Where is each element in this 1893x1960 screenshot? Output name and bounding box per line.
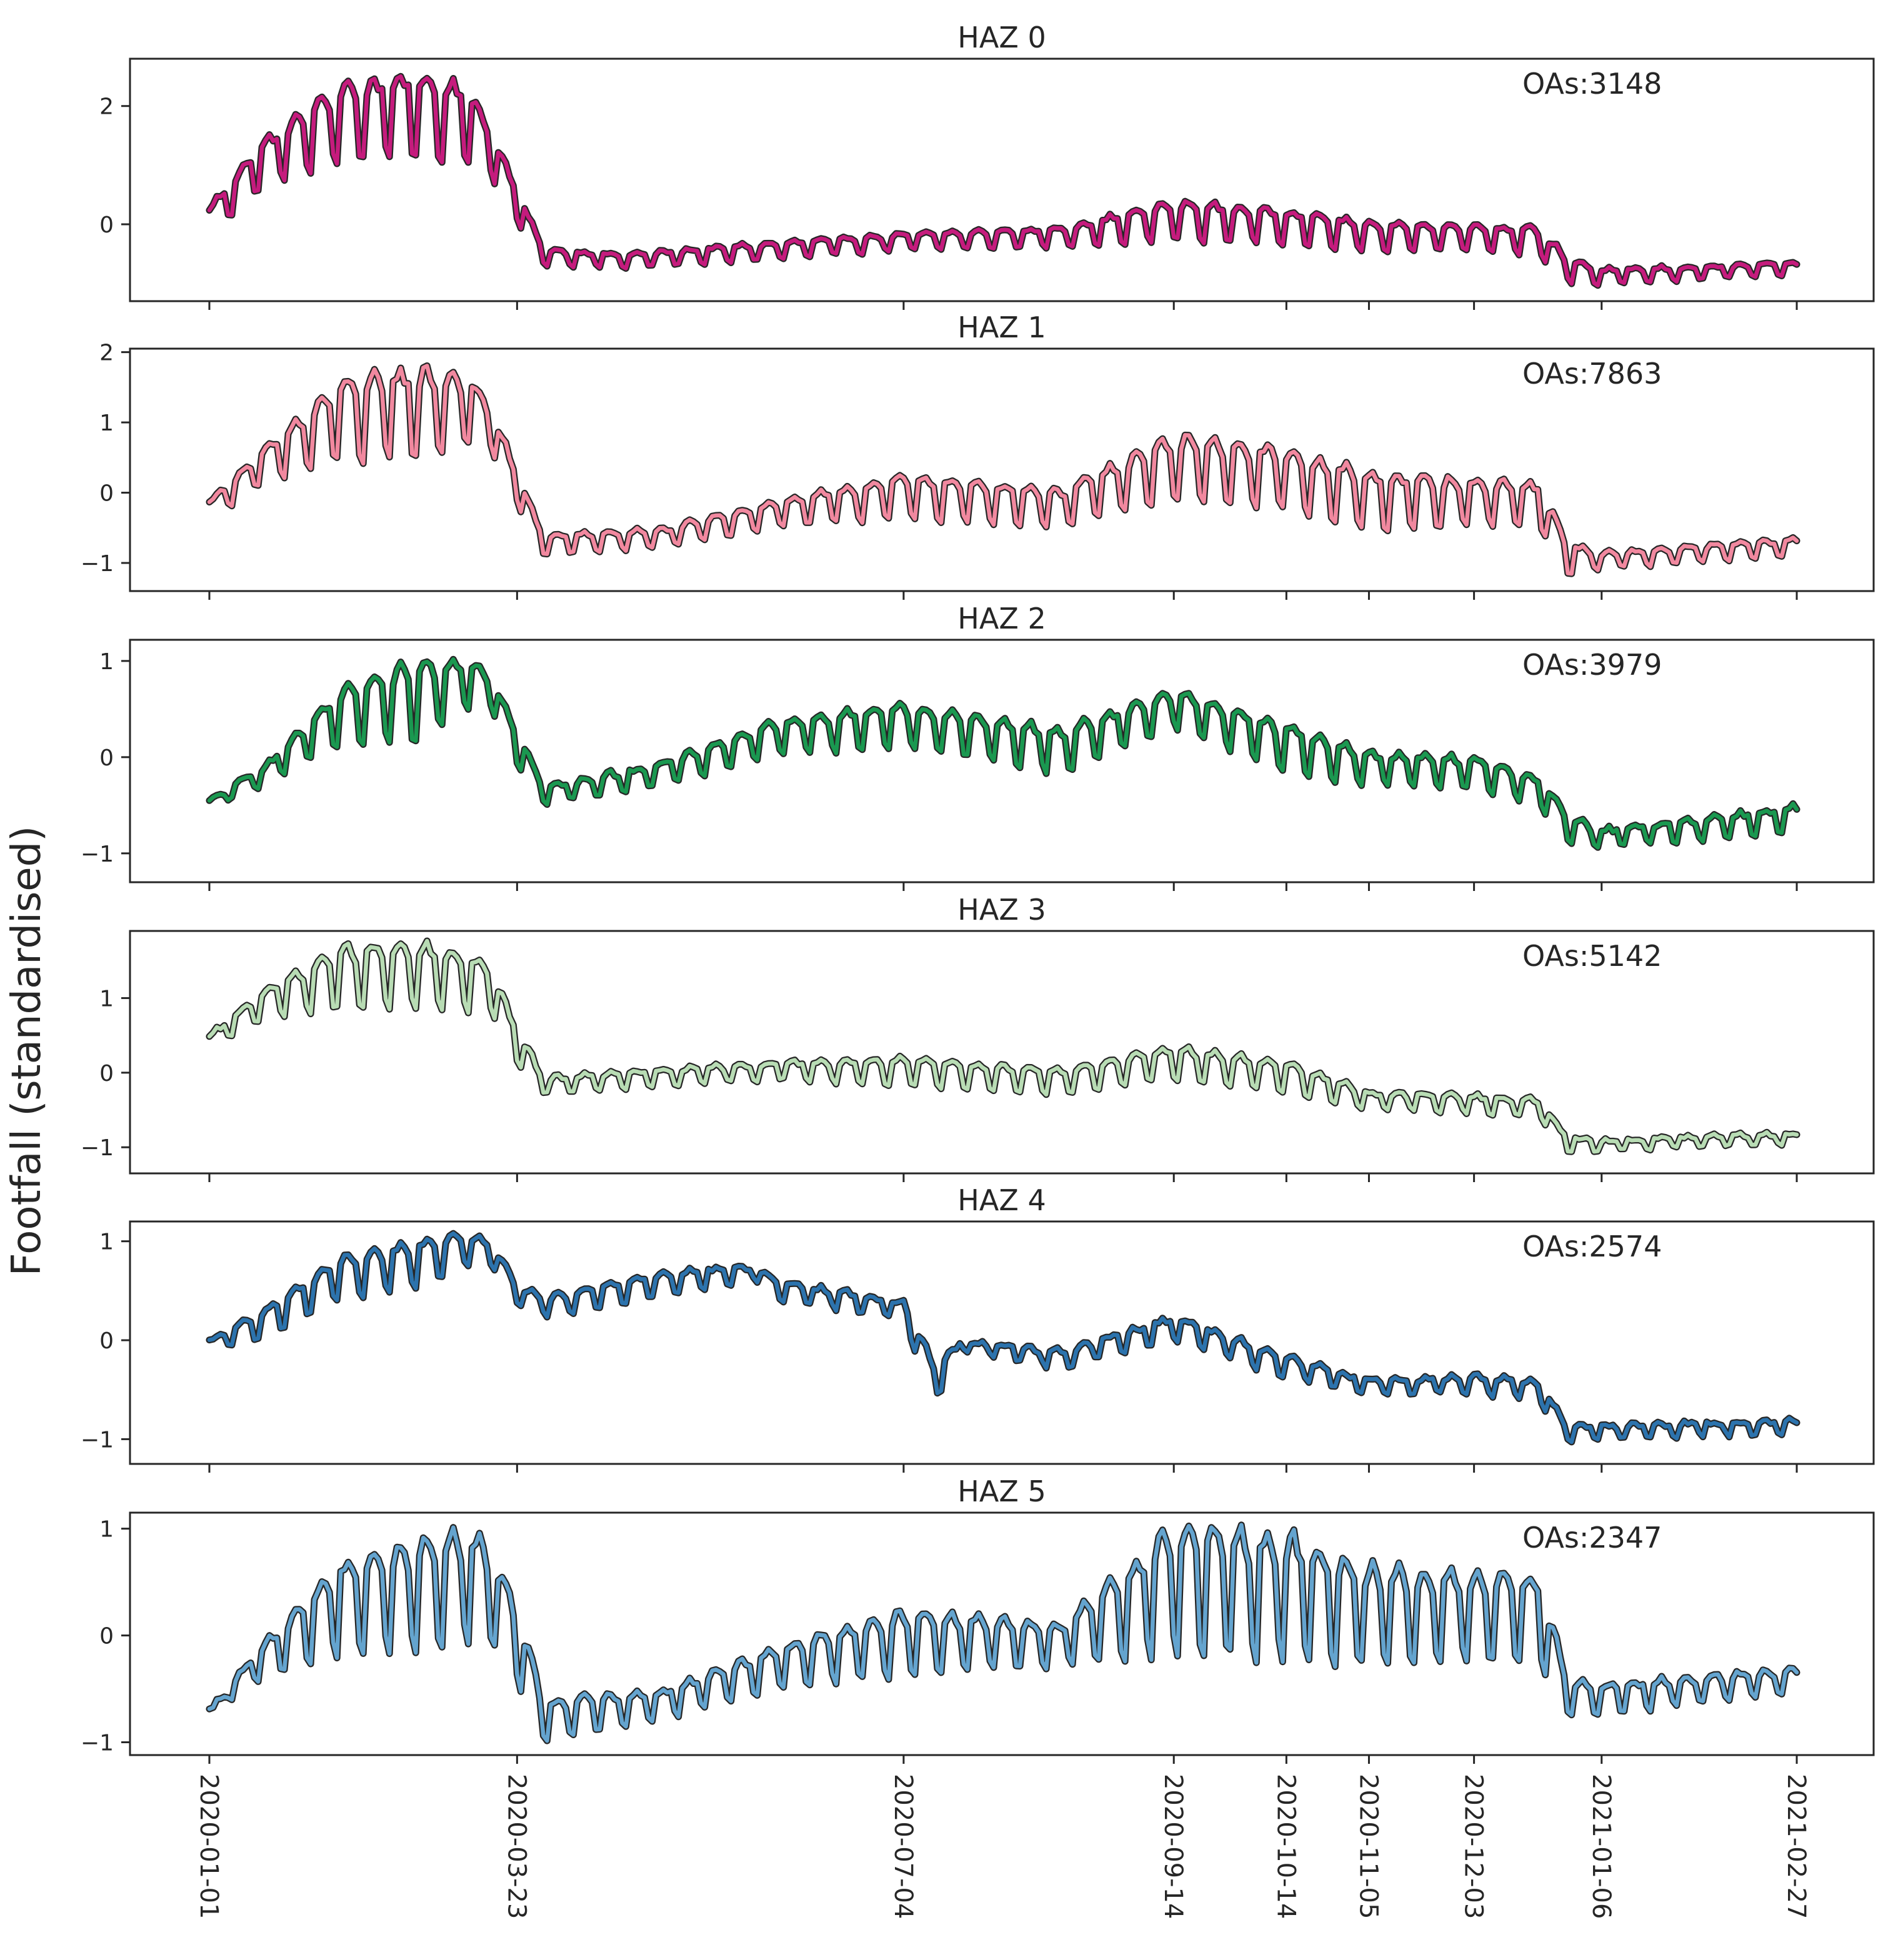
x-tick-label: 2021-02-27 xyxy=(1782,1774,1811,1919)
oa-count-label: OAs:2347 xyxy=(1522,1521,1662,1555)
y-tick-label: −1 xyxy=(81,1427,114,1453)
axes-frame xyxy=(129,639,1875,883)
oa-count-label: OAs:7863 xyxy=(1522,357,1662,391)
x-tick-label: 2020-03-23 xyxy=(502,1774,531,1919)
x-tick-label: 2020-11-05 xyxy=(1354,1774,1382,1919)
series-outline xyxy=(206,655,1801,851)
oa-count-label: OAs:3148 xyxy=(1522,67,1662,101)
oa-count-label: OAs:2574 xyxy=(1522,1230,1662,1263)
axes-frame xyxy=(129,1220,1875,1465)
series-4 xyxy=(206,1230,1801,1446)
y-tick-label: −1 xyxy=(81,1135,114,1161)
panel-title: HAZ 3 xyxy=(957,893,1046,927)
panel-title: HAZ 5 xyxy=(957,1475,1046,1508)
y-tick-label: 2 xyxy=(99,94,114,120)
series-line xyxy=(207,1231,1799,1445)
y-tick-label: −1 xyxy=(81,842,114,867)
oa-count-label: OAs:3979 xyxy=(1522,648,1662,682)
panel-haz-4: HAZ 4 OAs:2574 −1 0 1 xyxy=(81,1183,1875,1473)
series-line xyxy=(207,657,1799,850)
y-tick-label: −1 xyxy=(81,1730,114,1756)
series-line xyxy=(207,74,1799,287)
panel-title: HAZ 4 xyxy=(957,1183,1046,1217)
series-line xyxy=(207,364,1799,576)
series-0 xyxy=(206,72,1801,289)
series-outline xyxy=(206,362,1801,577)
series-line xyxy=(207,938,1799,1154)
axes-frame xyxy=(129,57,1875,302)
panel-haz-0: HAZ 0 OAs:3148 0 2 xyxy=(99,21,1875,310)
axes-frame xyxy=(129,1511,1875,1756)
panels: HAZ 0 OAs:3148 0 2 HAZ 1 OAs:7863 −1 0 1 2 HAZ 2 OA… xyxy=(81,21,1875,1919)
x-tick-label: 2020-10-14 xyxy=(1271,1774,1300,1919)
oa-count-label: OAs:5142 xyxy=(1522,939,1662,973)
series-5 xyxy=(206,1521,1801,1744)
y-tick-label: 1 xyxy=(99,1517,114,1543)
panel-title: HAZ 1 xyxy=(957,311,1046,344)
series-line xyxy=(207,1523,1799,1743)
series-outline xyxy=(206,72,1801,289)
y-axis-label: Footfall (standardised) xyxy=(4,826,50,1276)
panel-haz-3: HAZ 3 OAs:5142 −1 0 1 xyxy=(81,893,1875,1182)
x-tick-label: 2020-12-03 xyxy=(1459,1774,1488,1919)
y-tick-label: 2 xyxy=(99,341,114,366)
x-tick-label: 2020-07-04 xyxy=(889,1774,917,1919)
x-tick-label: 2020-09-14 xyxy=(1159,1774,1187,1919)
series-3 xyxy=(206,937,1801,1155)
y-tick-label: 0 xyxy=(99,481,114,507)
y-tick-label: 0 xyxy=(99,1328,114,1354)
y-tick-label: 1 xyxy=(99,410,114,436)
panel-title: HAZ 0 xyxy=(957,21,1046,54)
panel-haz-1: HAZ 1 OAs:7863 −1 0 1 2 xyxy=(81,311,1875,600)
y-tick-label: 0 xyxy=(99,1061,114,1087)
panel-haz-2: HAZ 2 OAs:3979 −1 0 1 xyxy=(81,602,1875,891)
y-tick-label: 0 xyxy=(99,1624,114,1649)
y-tick-label: 1 xyxy=(99,986,114,1012)
series-2 xyxy=(206,655,1801,851)
axes-frame xyxy=(129,930,1875,1175)
y-tick-label: 1 xyxy=(99,1230,114,1255)
y-tick-label: 0 xyxy=(99,745,114,771)
series-1 xyxy=(206,362,1801,577)
x-tick-label: 2020-01-01 xyxy=(194,1774,223,1919)
panel-haz-5: HAZ 5 OAs:2347 −1 0 1 2020-01-01 2020-03-23 202… xyxy=(81,1475,1875,1919)
panel-title: HAZ 2 xyxy=(957,602,1046,635)
y-tick-label: −1 xyxy=(81,551,114,577)
y-tick-label: 0 xyxy=(99,212,114,238)
x-tick-label: 2021-01-06 xyxy=(1587,1774,1616,1919)
axes-frame xyxy=(129,347,1875,592)
y-tick-label: 1 xyxy=(99,649,114,675)
